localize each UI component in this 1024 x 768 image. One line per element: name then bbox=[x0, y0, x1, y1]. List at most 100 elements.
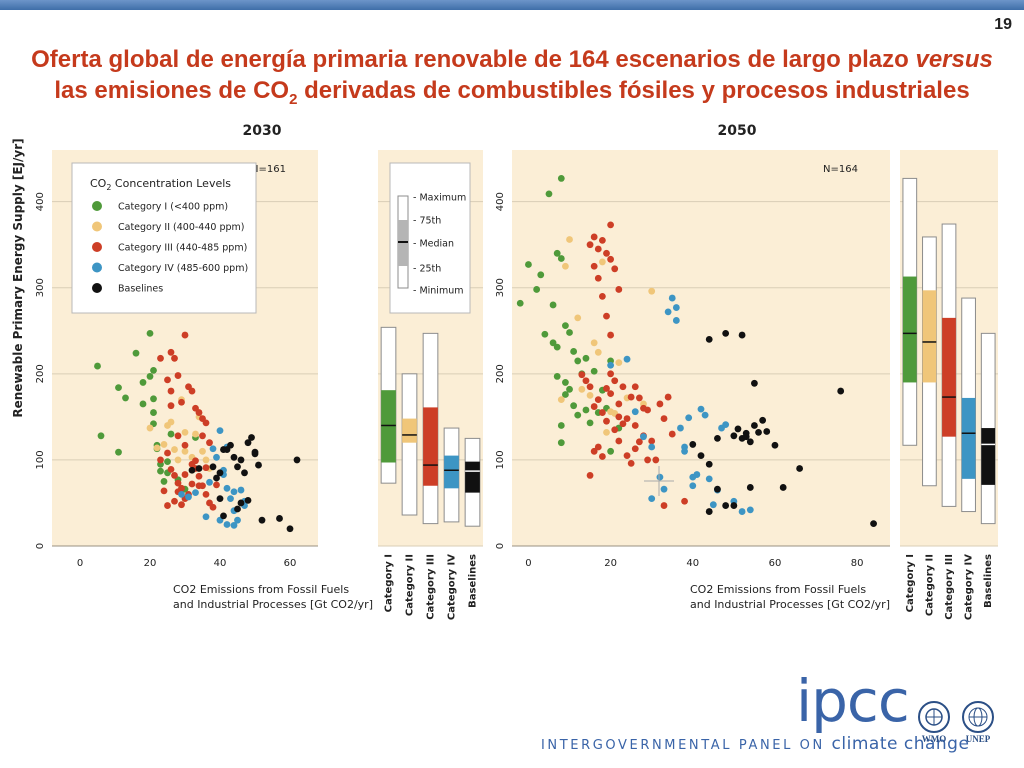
data-point-category-0 bbox=[139, 379, 147, 386]
data-point-category-2 bbox=[167, 465, 175, 473]
data-point-category-2 bbox=[174, 372, 182, 379]
box-iqr-category-i bbox=[902, 276, 917, 383]
data-point-baselines-4 bbox=[216, 495, 224, 503]
data-point-baselines-4 bbox=[759, 416, 767, 424]
box-category-label: Category I bbox=[905, 554, 916, 612]
data-point-category-0 bbox=[115, 384, 122, 391]
data-point-category-2 bbox=[178, 398, 185, 406]
data-point-baselines-4 bbox=[705, 460, 713, 468]
data-point-category-2 bbox=[586, 383, 594, 391]
data-point-baselines-4 bbox=[714, 434, 721, 442]
data-point-category-3 bbox=[223, 484, 231, 492]
legend-item-label: Category III (440-485 ppm) bbox=[118, 243, 247, 254]
data-point-category-1 bbox=[199, 447, 206, 455]
legend-swatch-2 bbox=[92, 242, 102, 252]
n-count-label: N=161 bbox=[251, 164, 286, 175]
data-point-category-0 bbox=[146, 329, 154, 337]
x-tick-label: 0 bbox=[77, 558, 83, 569]
data-point-category-2 bbox=[178, 501, 185, 509]
data-point-baselines-4 bbox=[771, 441, 779, 449]
y-tick-label: 300 bbox=[495, 278, 506, 297]
data-point-category-1 bbox=[615, 359, 623, 367]
data-point-category-3 bbox=[672, 317, 680, 324]
data-point-category-1 bbox=[598, 258, 606, 266]
y-tick-label: 100 bbox=[35, 450, 46, 469]
box-category-label: Category III bbox=[944, 554, 955, 620]
data-point-baselines-4 bbox=[763, 428, 771, 435]
data-point-category-3 bbox=[701, 411, 709, 419]
ipcc-subtitle: INTERGOVERNMENTAL PANEL ON climate chang… bbox=[541, 734, 969, 754]
data-point-category-0 bbox=[570, 402, 578, 410]
data-point-category-2 bbox=[603, 249, 610, 257]
data-point-category-2 bbox=[202, 419, 210, 427]
box-category-label: Category I bbox=[384, 554, 395, 612]
boxplot-key-median: - Median bbox=[413, 239, 454, 250]
wmo-emblem-icon bbox=[918, 701, 950, 733]
data-point-category-1 bbox=[557, 396, 565, 404]
data-point-category-3 bbox=[746, 506, 754, 514]
data-point-baselines-4 bbox=[722, 329, 730, 337]
data-point-baselines-4 bbox=[234, 463, 241, 471]
data-point-category-1 bbox=[566, 236, 573, 243]
data-point-category-3 bbox=[206, 478, 213, 486]
data-point-category-0 bbox=[549, 301, 557, 309]
plot-background-2050 bbox=[512, 150, 890, 546]
data-point-category-1 bbox=[603, 428, 610, 436]
data-point-category-3 bbox=[738, 508, 746, 515]
data-point-category-2 bbox=[157, 354, 164, 362]
data-point-category-2 bbox=[603, 312, 610, 320]
data-point-category-3 bbox=[230, 521, 238, 529]
data-point-category-2 bbox=[202, 464, 210, 472]
title-italic-word: versus bbox=[915, 46, 993, 73]
data-point-category-3 bbox=[623, 355, 631, 363]
data-point-category-0 bbox=[582, 406, 590, 414]
data-point-category-0 bbox=[557, 255, 565, 262]
data-point-category-0 bbox=[115, 448, 122, 456]
x-axis-label-line2: and Industrial Processes [Gt CO2/yr] bbox=[173, 598, 373, 611]
legend-title-a: CO bbox=[90, 177, 107, 190]
data-point-category-2 bbox=[623, 452, 631, 460]
data-point-category-2 bbox=[594, 274, 602, 282]
data-point-category-3 bbox=[677, 424, 684, 432]
data-point-category-0 bbox=[566, 329, 573, 336]
data-point-category-1 bbox=[167, 418, 175, 426]
legend-item-label: Category II (400-440 ppm) bbox=[118, 222, 244, 233]
data-point-category-0 bbox=[553, 373, 561, 380]
wmo-label: WMO bbox=[921, 734, 947, 744]
boxplot-key-maximum: - Maximum bbox=[413, 193, 466, 204]
legend-title-sub: 2 bbox=[106, 183, 111, 192]
data-point-baselines-4 bbox=[689, 441, 697, 448]
data-point-category-0 bbox=[160, 478, 168, 485]
box-iqr-category-iv bbox=[961, 397, 976, 479]
legend-title: CO2 Concentration Levels bbox=[90, 177, 231, 192]
data-point-category-2 bbox=[160, 487, 168, 495]
box-range-category-ii bbox=[401, 373, 418, 516]
data-point-category-2 bbox=[594, 443, 602, 451]
data-point-category-2 bbox=[174, 479, 182, 487]
box-iqr-baselines bbox=[465, 461, 480, 493]
data-point-category-2 bbox=[598, 292, 606, 300]
data-point-baselines-4 bbox=[195, 465, 203, 472]
data-point-category-0 bbox=[157, 467, 164, 475]
data-point-category-2 bbox=[195, 409, 203, 416]
data-point-category-2 bbox=[181, 331, 189, 339]
data-point-category-1 bbox=[146, 424, 154, 432]
data-point-baselines-4 bbox=[276, 515, 283, 522]
box-category-label: Baselines bbox=[983, 554, 994, 608]
data-point-category-2 bbox=[681, 497, 688, 505]
data-point-category-0 bbox=[562, 322, 569, 330]
box-category-label: Category III bbox=[426, 554, 437, 620]
data-point-category-1 bbox=[181, 428, 189, 436]
data-point-category-3 bbox=[668, 294, 676, 302]
y-tick-label: 0 bbox=[495, 543, 506, 549]
data-point-category-3 bbox=[709, 501, 717, 509]
data-point-category-1 bbox=[590, 339, 598, 347]
data-point-category-1 bbox=[192, 430, 199, 438]
unep-label: UNEP bbox=[965, 734, 991, 744]
data-point-category-3 bbox=[693, 471, 701, 478]
y-tick-label: 0 bbox=[35, 543, 46, 549]
slide-number: 19 bbox=[994, 16, 1012, 33]
data-point-baselines-4 bbox=[244, 496, 252, 504]
data-point-category-0 bbox=[553, 249, 561, 257]
x-tick-label: 0 bbox=[525, 558, 531, 569]
